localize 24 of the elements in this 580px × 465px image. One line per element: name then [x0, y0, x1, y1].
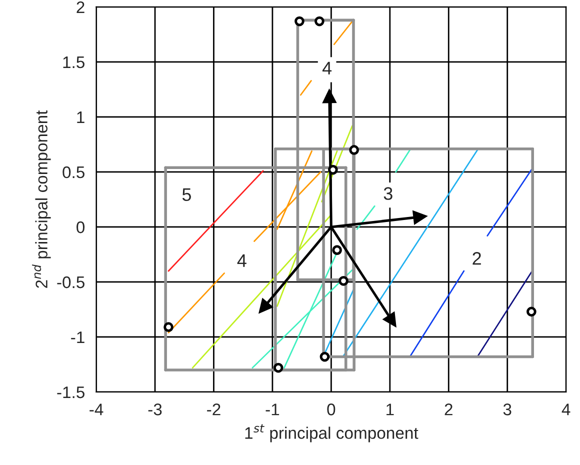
x-tick-label: -3 — [148, 404, 162, 416]
x-tick-label: 1 — [386, 404, 394, 416]
x-tick-label: -1 — [266, 404, 280, 416]
annotation: 4 — [322, 62, 332, 74]
x-tick-label: 4 — [562, 404, 570, 416]
annotation: 4 — [237, 254, 246, 267]
x-tick-label: 0 — [327, 404, 336, 416]
y-tick-label: 1.5 — [63, 56, 84, 68]
annotation: 2 — [472, 252, 481, 265]
y-tick-label: -1 — [71, 332, 84, 344]
y-tick-label: 0 — [76, 221, 85, 234]
annotation: 3 — [384, 187, 392, 200]
y-tick-label: -0.5 — [57, 276, 84, 288]
y-tick-label: 1 — [77, 112, 84, 124]
x-axis-title: 1$^{st}$ principal component — [245, 424, 418, 442]
annotation: 5 — [182, 188, 191, 202]
y-tick-label: 2 — [76, 1, 84, 14]
y-tick-label: -1.5 — [57, 386, 84, 398]
x-tick-label: 2 — [444, 404, 452, 416]
y-tick-label: 0.5 — [62, 166, 84, 178]
y-axis-title: 2$^{nd}$ principal component — [32, 110, 51, 288]
x-tick-label: 3 — [503, 404, 512, 416]
x-tick-label: -4 — [90, 404, 104, 416]
x-tick-label: -2 — [207, 404, 220, 416]
